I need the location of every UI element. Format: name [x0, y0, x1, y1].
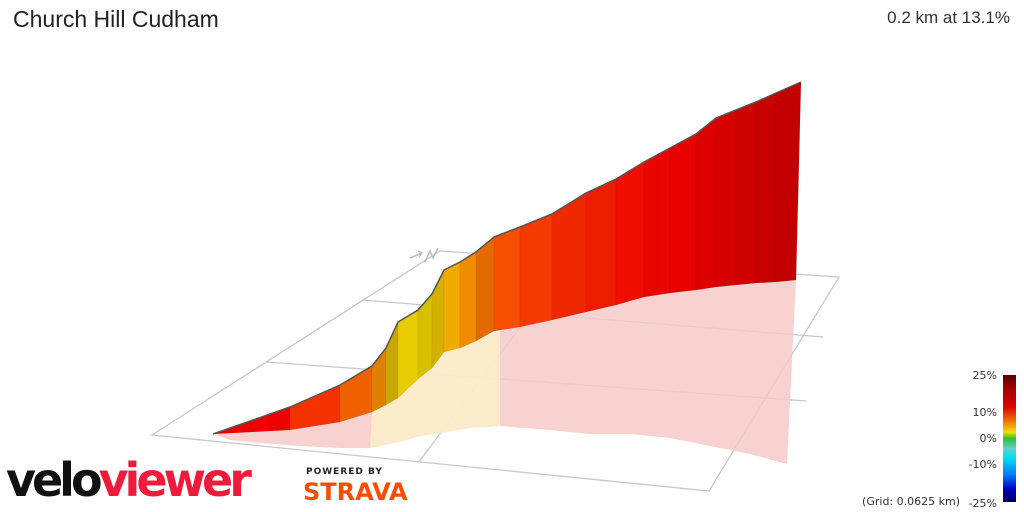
- profile-top-edge: [212, 81, 802, 435]
- segment-summary: 0.2 km at 13.1%: [887, 8, 1010, 27]
- segment-title: Church Hill Cudham: [13, 6, 219, 32]
- legend-label-max: 25%: [972, 369, 997, 382]
- powered-by-label: POWERED BY: [306, 467, 383, 477]
- gradient-colorbar: [1003, 375, 1016, 502]
- logo-viewer: viewer: [98, 453, 252, 507]
- legend-label-min: -25%: [968, 497, 997, 510]
- legend-label-10: 10%: [972, 406, 997, 419]
- strava-logo[interactable]: STRAVA: [303, 478, 408, 506]
- legend-label-0: 0%: [979, 432, 997, 445]
- north-arrow-icon: [409, 247, 439, 263]
- logo-velo: velo: [6, 453, 103, 507]
- profile-reflection: [213, 280, 796, 464]
- legend-label-neg10: -10%: [968, 458, 997, 471]
- veloviewer-logo[interactable]: veloviewer: [6, 452, 252, 508]
- grid-spacing-note: (Grid: 0.0625 km): [862, 495, 960, 508]
